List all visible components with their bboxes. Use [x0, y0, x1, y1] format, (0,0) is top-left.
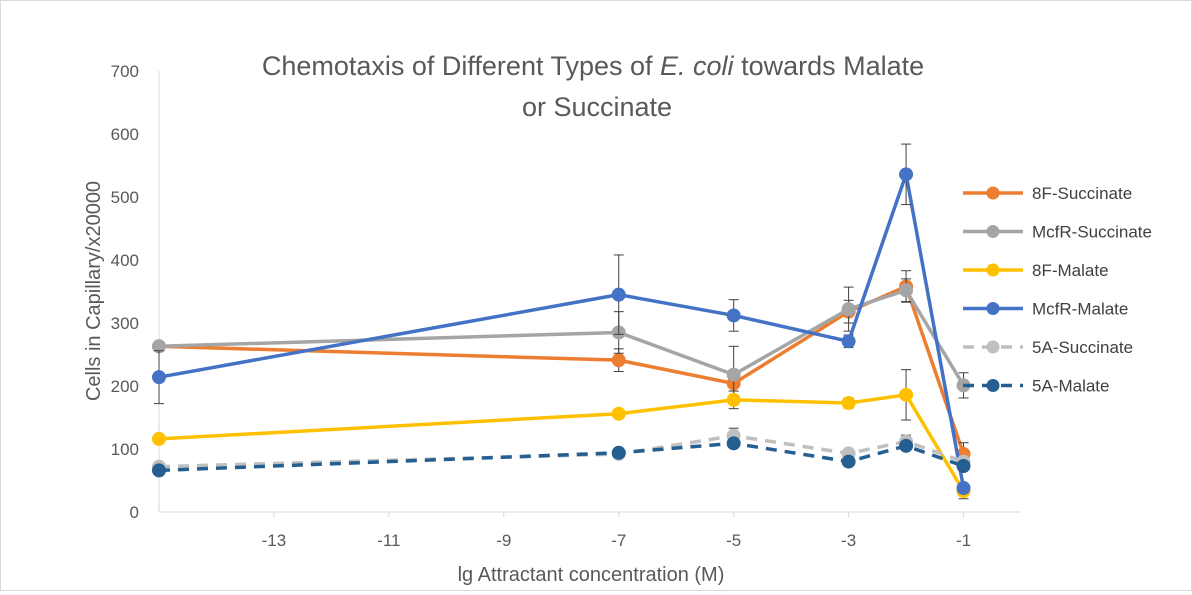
legend-item: McfR-Malate — [963, 300, 1128, 319]
series-8f-malate — [152, 369, 971, 500]
data-point — [899, 438, 914, 453]
data-point — [611, 445, 626, 460]
y-tick-label: 300 — [111, 314, 139, 333]
x-tick-label: -3 — [841, 531, 856, 550]
legend-item: McfR-Succinate — [963, 223, 1152, 242]
legend-marker — [986, 263, 1000, 277]
legend-label: 8F-Succinate — [1032, 184, 1132, 203]
y-tick-label: 500 — [111, 188, 139, 207]
legend-marker — [986, 186, 1000, 200]
legend-item: 5A-Malate — [963, 377, 1109, 396]
data-point — [899, 387, 914, 402]
legend-marker — [986, 302, 1000, 315]
legend-marker — [986, 379, 1000, 392]
x-tick-label: -7 — [611, 531, 626, 550]
y-tick-label: 600 — [111, 125, 139, 144]
legend-marker — [986, 225, 1000, 238]
y-tick-label: 700 — [111, 62, 139, 81]
series-8f-succinate — [152, 270, 971, 466]
data-point — [726, 308, 741, 323]
data-point — [726, 436, 741, 451]
chart-title-line2: or Succinate — [522, 92, 672, 122]
legend-marker — [986, 340, 1000, 354]
data-point — [841, 454, 856, 469]
data-point — [611, 287, 626, 302]
x-tick-label: -5 — [726, 531, 741, 550]
y-tick-label: 400 — [111, 251, 139, 270]
x-tick-label: -13 — [262, 531, 287, 550]
legend-item: 5A-Succinate — [963, 338, 1133, 357]
series-line — [158, 393, 966, 493]
series-lines — [152, 143, 971, 500]
legend-label: 5A-Malate — [1032, 377, 1109, 396]
legend-label: 5A-Succinate — [1032, 338, 1133, 357]
y-tick-label: 0 — [130, 503, 139, 522]
chart-title: Chemotaxis of Different Types of E. coli… — [262, 51, 924, 81]
x-axis-title: lg Attractant concentration (M) — [458, 564, 725, 586]
data-point — [726, 392, 741, 407]
series-line — [158, 441, 965, 473]
x-tick-label: -1 — [956, 531, 971, 550]
legend-label: McfR-Malate — [1032, 300, 1128, 319]
data-point — [899, 167, 914, 182]
series-line — [158, 284, 966, 455]
data-point — [899, 283, 914, 298]
data-point — [956, 481, 971, 496]
series-5a-malate — [152, 436, 971, 478]
y-axis-title: Cells in Capillary/x20000 — [83, 181, 105, 401]
y-tick-label: 200 — [111, 377, 139, 396]
data-point — [152, 463, 166, 478]
y-tick-label: 100 — [111, 440, 139, 459]
series-line — [158, 172, 966, 489]
data-point — [841, 334, 856, 349]
data-point — [611, 406, 626, 421]
data-point — [152, 431, 166, 446]
legend: 8F-Succinate McfR-Succinate 8F-Malate McfR-… — [963, 184, 1152, 396]
data-point — [841, 302, 856, 317]
legend-item: 8F-Succinate — [963, 184, 1132, 203]
x-tick-label: -9 — [496, 531, 511, 550]
series-mcfr-malate — [152, 143, 971, 496]
data-point — [956, 459, 971, 474]
data-point — [726, 367, 741, 382]
legend-label: McfR-Succinate — [1032, 223, 1152, 242]
x-tick-label: -11 — [377, 531, 400, 550]
data-point — [611, 353, 626, 368]
legend-item: 8F-Malate — [963, 261, 1109, 280]
axes: 0 100 200 300 400 500 600 700 -13 -11 -9 -7 -5 -3 -1 — [111, 62, 1021, 550]
data-point — [841, 396, 856, 411]
data-point — [152, 370, 166, 385]
series-line — [158, 288, 966, 387]
legend-label: 8F-Malate — [1032, 261, 1109, 280]
